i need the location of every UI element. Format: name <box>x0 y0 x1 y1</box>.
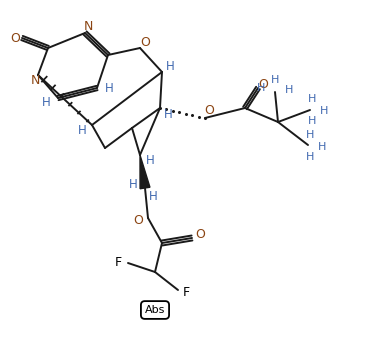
Text: O: O <box>204 104 214 117</box>
Text: H: H <box>306 130 314 140</box>
Text: H: H <box>42 96 50 109</box>
Text: F: F <box>183 287 190 300</box>
Text: H: H <box>318 142 326 152</box>
Text: H: H <box>285 85 293 95</box>
Text: N: N <box>30 74 40 87</box>
Text: Abs: Abs <box>145 305 165 315</box>
Text: O: O <box>10 31 20 44</box>
Text: O: O <box>133 213 143 226</box>
Text: H: H <box>164 107 173 120</box>
Text: H: H <box>257 83 265 93</box>
Text: H: H <box>308 94 316 104</box>
Text: O: O <box>195 228 205 241</box>
Text: H: H <box>129 179 137 192</box>
Text: H: H <box>146 154 154 167</box>
Polygon shape <box>140 155 150 189</box>
Text: H: H <box>308 116 316 126</box>
Text: H: H <box>105 81 114 94</box>
Text: H: H <box>306 152 314 162</box>
Text: H: H <box>320 106 328 116</box>
Text: O: O <box>140 36 150 49</box>
Text: H: H <box>78 124 86 137</box>
Text: O: O <box>258 78 268 91</box>
Text: H: H <box>149 189 157 202</box>
Text: N: N <box>83 19 93 32</box>
Text: F: F <box>114 256 122 269</box>
Text: H: H <box>165 60 174 73</box>
Text: H: H <box>271 75 279 85</box>
